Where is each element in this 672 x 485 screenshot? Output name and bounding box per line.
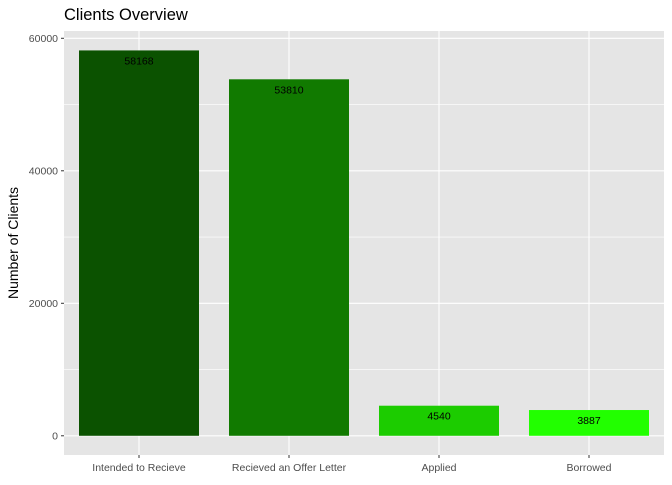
y-tick-label: 0: [52, 431, 58, 443]
bar: [379, 405, 499, 436]
bars: [79, 50, 649, 436]
y-axis-title: Number of Clients: [5, 187, 21, 299]
y-tick-label: 60000: [29, 33, 58, 45]
bar-value-label: 58168: [124, 55, 153, 67]
bar-value-label: 3887: [577, 415, 601, 427]
chart-title: Clients Overview: [64, 6, 188, 24]
bar-value-label: 53810: [274, 84, 303, 96]
bar: [529, 410, 649, 436]
bar-value-label: 4540: [427, 411, 451, 423]
y-axis: 0 20000 40000 60000: [29, 33, 64, 443]
bar: [229, 79, 349, 436]
bar-value-labels: 58168 53810 4540 3887: [124, 55, 600, 427]
bar: [79, 50, 199, 436]
x-tick-label: Recieved an Offer Letter: [232, 462, 347, 474]
x-tick-label: Intended to Recieve: [92, 462, 186, 474]
y-tick-label: 20000: [29, 298, 58, 310]
x-axis: Intended to Recieve Recieved an Offer Let…: [92, 455, 612, 474]
x-tick-label: Applied: [421, 462, 456, 474]
y-tick-label: 40000: [29, 166, 58, 178]
x-tick-label: Borrowed: [567, 462, 612, 474]
